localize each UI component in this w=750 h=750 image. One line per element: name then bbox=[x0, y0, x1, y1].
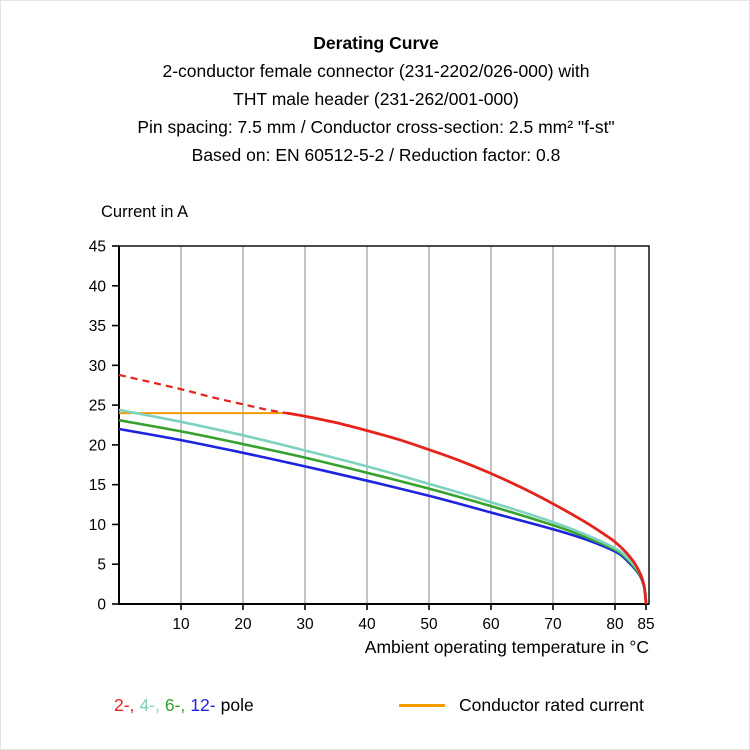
x-tick-label: 80 bbox=[606, 616, 624, 633]
series-pole-12 bbox=[118, 427, 648, 605]
y-tick-label: 5 bbox=[97, 557, 106, 574]
y-tick-label: 25 bbox=[89, 398, 106, 415]
chart-title: Derating Curve bbox=[313, 33, 439, 53]
pole-legend-segment-2: 6-, bbox=[164, 695, 186, 715]
pole-legend-segment-4: pole bbox=[220, 695, 254, 715]
y-axis-title: Current in A bbox=[101, 203, 189, 221]
y-tick-label: 10 bbox=[89, 517, 107, 534]
legend-row: 2-, 4-, 6-, 12- pole Conductor rated current bbox=[1, 693, 749, 723]
x-tick-label: 30 bbox=[296, 616, 314, 633]
x-tick-label: 85 bbox=[637, 616, 654, 633]
y-tick-label: 30 bbox=[89, 358, 107, 375]
y-tick-label: 45 bbox=[89, 239, 106, 256]
y-tick-label: 20 bbox=[89, 437, 107, 454]
subtitle-line-2: THT male header (231-262/001-000) bbox=[233, 89, 519, 109]
x-tick-label: 60 bbox=[482, 616, 500, 633]
rated-current-line-swatch bbox=[399, 704, 445, 707]
subtitle-line-3: Pin spacing: 7.5 mm / Conductor cross-se… bbox=[137, 117, 615, 137]
y-tick-label: 0 bbox=[97, 597, 106, 614]
y-tick-label: 15 bbox=[89, 477, 106, 494]
y-tick-label: 40 bbox=[89, 278, 107, 295]
subtitle-line-4: Based on: EN 60512-5-2 / Reduction facto… bbox=[191, 145, 561, 165]
x-tick-label: 10 bbox=[172, 616, 190, 633]
pole-legend-segment-1: 4-, bbox=[139, 695, 160, 715]
series-pole-4 bbox=[118, 408, 648, 605]
x-tick-label: 70 bbox=[544, 616, 562, 633]
pole-legend-segment-0: 2-, bbox=[114, 695, 135, 715]
x-tick-label: 40 bbox=[358, 616, 376, 633]
y-tick-label: 35 bbox=[89, 318, 106, 335]
series-pole-2 bbox=[286, 411, 648, 605]
pole-legend-segment-3: 12- bbox=[190, 695, 216, 715]
rated-current-label: Conductor rated current bbox=[459, 695, 644, 715]
series-pole-2-dashed bbox=[118, 373, 287, 415]
subtitle-line-1: 2-conductor female connector (231-2202/0… bbox=[162, 61, 590, 81]
x-tick-label: 50 bbox=[420, 616, 438, 633]
x-axis-title: Ambient operating temperature in °C bbox=[365, 637, 649, 657]
x-tick-label: 20 bbox=[234, 616, 252, 633]
rated-current-legend: Conductor rated current bbox=[399, 695, 644, 716]
chart-header: Derating Curve 2-conductor female connec… bbox=[1, 29, 749, 169]
pole-legend: 2-, 4-, 6-, 12- pole bbox=[114, 695, 259, 716]
